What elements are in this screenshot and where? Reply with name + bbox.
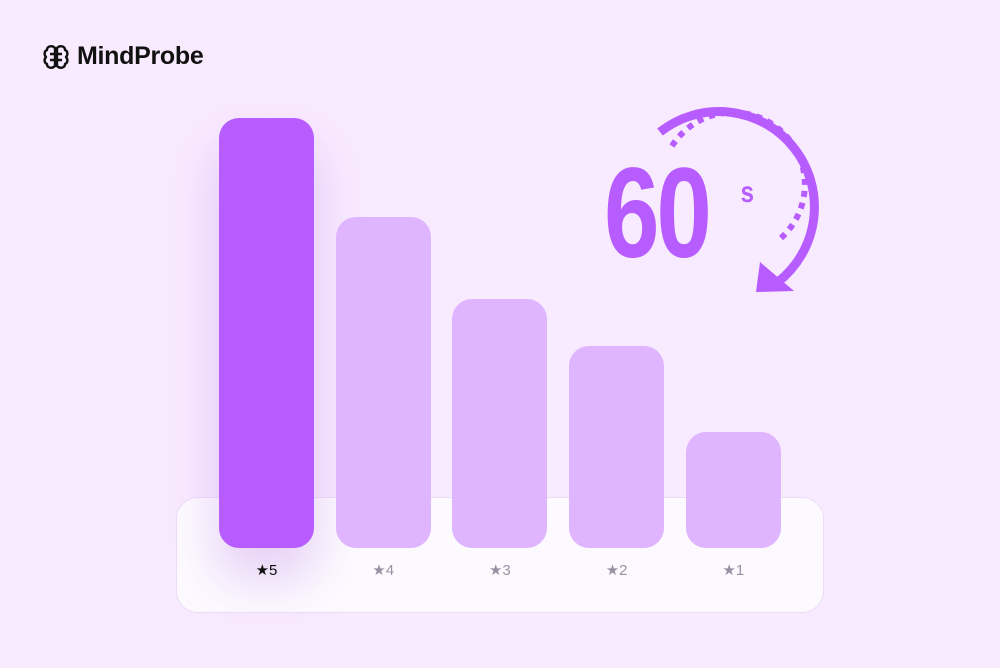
- bar-label: ★2: [605, 562, 628, 579]
- brand-name: MindProbe: [77, 42, 204, 70]
- timer-unit: s: [740, 176, 755, 209]
- bar-3-star: [452, 298, 548, 548]
- bar-label: ★3: [488, 562, 511, 579]
- bar-5-star: [219, 118, 314, 548]
- bar-label: ★4: [372, 562, 395, 579]
- brand-logo: MindProbe: [43, 42, 204, 71]
- bar-4-star: [335, 216, 431, 548]
- bar-label: ★1: [722, 562, 745, 579]
- bar-1-star: [685, 431, 781, 548]
- timer-value: 60: [604, 142, 712, 285]
- countdown-arrow-icon: [657, 107, 819, 292]
- bar-label: ★5: [255, 562, 278, 579]
- bar-2-star: [569, 345, 665, 548]
- brain-icon: [43, 44, 69, 69]
